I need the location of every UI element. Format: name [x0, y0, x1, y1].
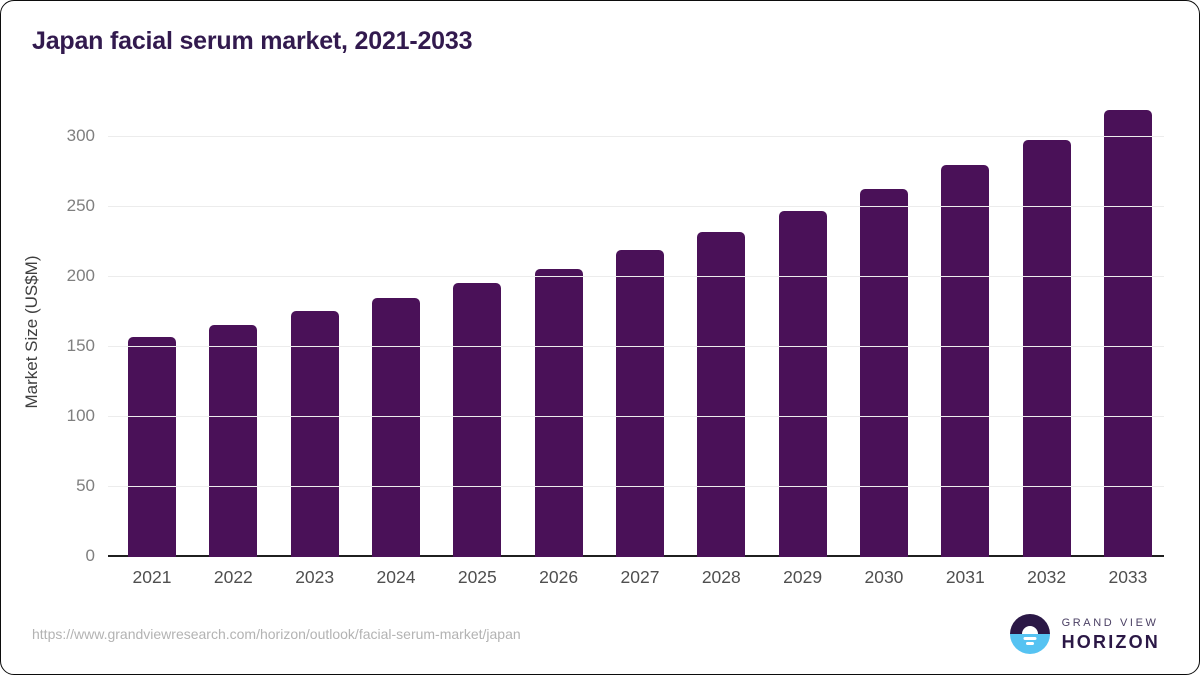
x-axis-labels: 2021 2022 2023 2024 2025 2026 2027 2028 2029 2030… [108, 567, 1164, 588]
bar-2026 [534, 268, 583, 557]
x-tick-label: 2032 [1027, 567, 1067, 587]
y-tick-label: 100 [66, 406, 95, 425]
bar-2033 [1103, 110, 1152, 557]
y-tick-label: 300 [66, 126, 95, 145]
bar-2029 [778, 211, 827, 557]
brand-logo: GRAND VIEW HORIZON [1009, 614, 1160, 654]
footer: https://www.grandviewresearch.com/horizo… [32, 614, 1160, 654]
x-tick-label: 2030 [864, 567, 904, 587]
logo-brand-name: GRAND VIEW [1061, 616, 1159, 629]
y-tick-label: 0 [85, 546, 95, 565]
bar-2021 [128, 337, 176, 557]
y-tick-label: 200 [66, 266, 95, 285]
logo-product-name: HORIZON [1061, 631, 1160, 652]
x-tick-label: 2033 [1108, 567, 1148, 587]
source-url: https://www.grandviewresearch.com/horizo… [32, 626, 521, 642]
y-tick-label: 250 [66, 196, 95, 215]
x-tick-label: 2029 [783, 567, 823, 587]
bar-2032 [1022, 139, 1071, 557]
x-tick-label: 2027 [620, 567, 660, 587]
bars-container [108, 107, 1164, 557]
x-tick-label: 2022 [213, 567, 253, 587]
bar-2024 [371, 298, 420, 557]
chart-title: Japan facial serum market, 2021-2033 [32, 27, 473, 55]
gridline [108, 276, 1164, 277]
bar-2031 [941, 165, 990, 557]
x-tick-label: 2025 [457, 567, 497, 587]
bar-2022 [209, 324, 258, 557]
x-tick-label: 2023 [295, 567, 335, 587]
bar-2025 [453, 282, 502, 557]
gridline [108, 416, 1164, 417]
bar-2028 [697, 232, 746, 557]
y-tick-label: 150 [66, 336, 95, 355]
gridline [108, 136, 1164, 137]
gridline [108, 206, 1164, 207]
x-tick-label: 2024 [376, 567, 416, 587]
bar-2023 [290, 310, 339, 557]
horizon-sun-icon [1009, 614, 1050, 654]
x-tick-label: 2028 [701, 567, 741, 587]
y-tick-label: 50 [76, 476, 95, 495]
plot-area: Market Size (US$M) 0 50 100 150 200 250 300 [22, 107, 1164, 565]
gridline [108, 486, 1164, 487]
bar-2030 [859, 188, 908, 557]
x-tick-label: 2021 [132, 567, 172, 587]
x-tick-label: 2031 [945, 567, 985, 587]
x-tick-label: 2026 [539, 567, 579, 587]
gridline [108, 346, 1164, 347]
bar-2027 [615, 250, 664, 557]
